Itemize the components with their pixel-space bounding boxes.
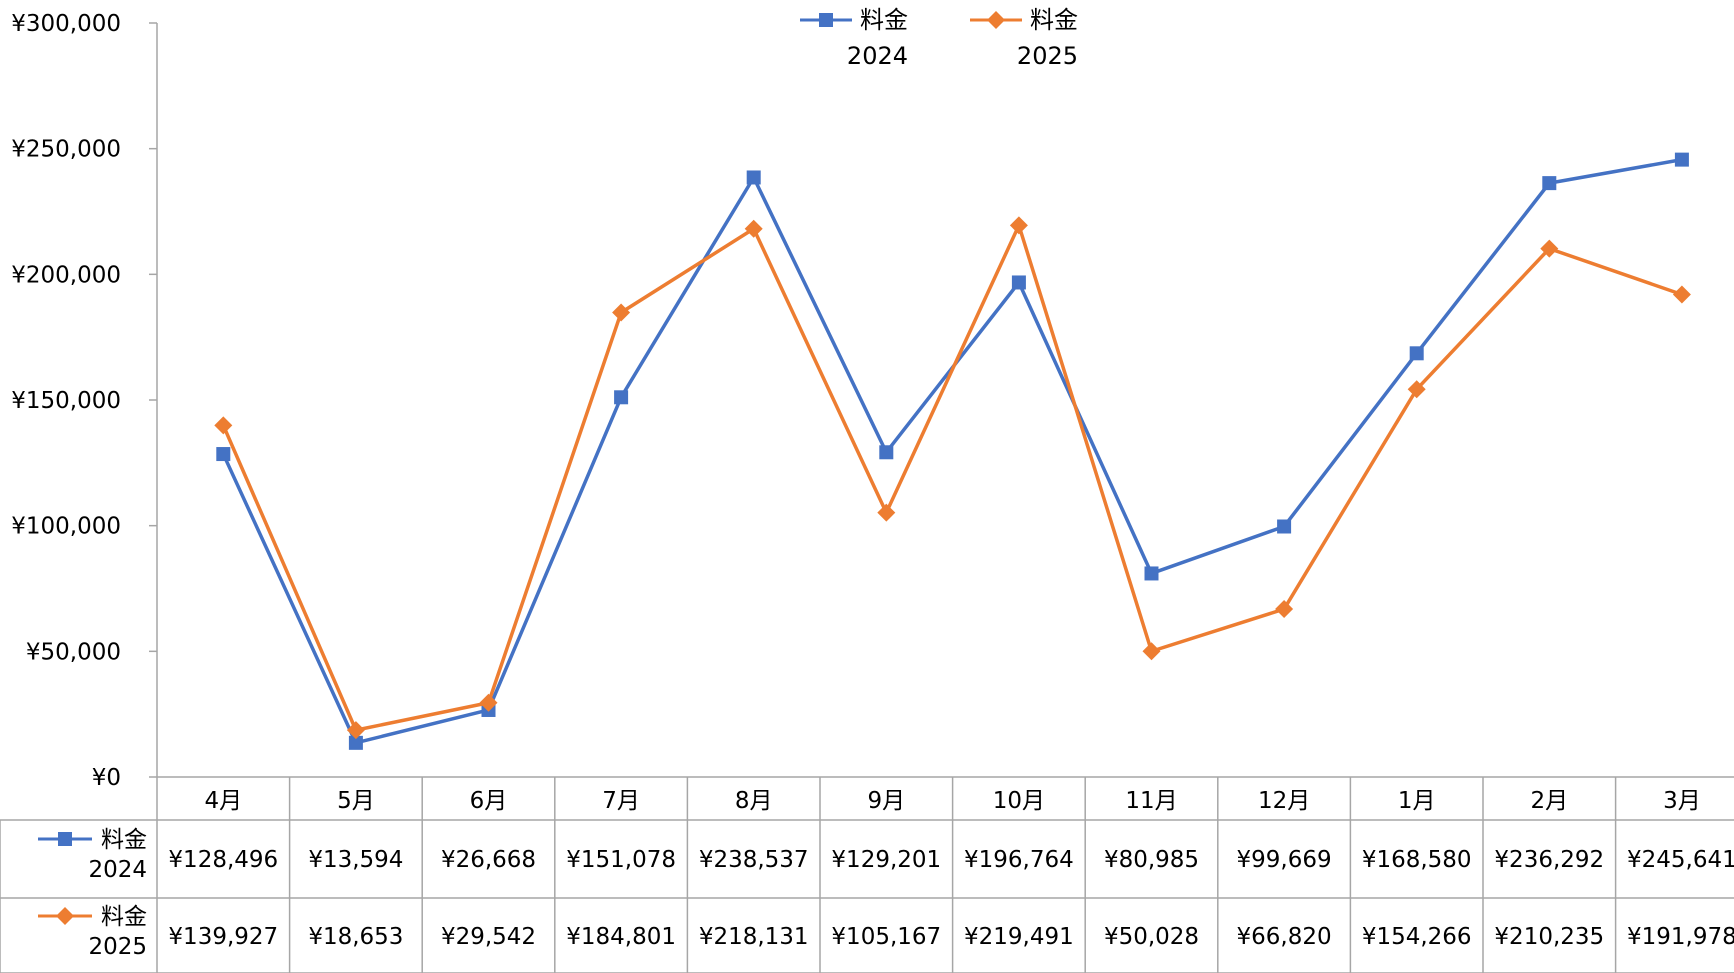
table-series-name: 料金 bbox=[101, 904, 147, 930]
category-label: 4月 bbox=[204, 788, 242, 814]
data-point-marker bbox=[1674, 152, 1689, 167]
plot-area bbox=[214, 152, 1691, 750]
table-value-cell: ¥29,542 bbox=[441, 924, 536, 950]
table-value-cell: ¥139,927 bbox=[168, 924, 278, 950]
table-value-cell: ¥26,668 bbox=[441, 847, 536, 873]
data-point-marker bbox=[1142, 642, 1161, 661]
table-value-cell: ¥66,820 bbox=[1237, 924, 1332, 950]
data-point-marker bbox=[612, 303, 631, 322]
legend-series-year: 2025 bbox=[1017, 42, 1078, 70]
data-point-marker bbox=[1540, 239, 1559, 258]
legend-series-year: 2024 bbox=[847, 42, 908, 70]
category-label: 3月 bbox=[1663, 788, 1701, 814]
legend: 料金 2024 料金 2025 bbox=[800, 6, 1078, 70]
table-value-cell: ¥191,978 bbox=[1627, 924, 1734, 950]
table-value-cell: ¥154,266 bbox=[1362, 924, 1472, 950]
table-value-cell: ¥218,131 bbox=[699, 924, 809, 950]
category-label: 11月 bbox=[1125, 788, 1177, 814]
table-value-cell: ¥219,491 bbox=[964, 924, 1074, 950]
table-value-cell: ¥151,078 bbox=[566, 847, 676, 873]
data-point-marker bbox=[479, 693, 498, 712]
data-point-marker bbox=[1277, 519, 1292, 534]
legend-marker bbox=[819, 13, 833, 27]
table-value-cell: ¥196,764 bbox=[964, 847, 1074, 873]
y-tick-label: ¥250,000 bbox=[11, 137, 121, 163]
data-point-marker bbox=[614, 390, 629, 405]
table-legend-marker bbox=[58, 832, 72, 846]
data-point-marker bbox=[1407, 380, 1426, 399]
data-point-marker bbox=[877, 503, 896, 522]
category-label: 7月 bbox=[602, 788, 640, 814]
table-series-year: 2024 bbox=[88, 857, 147, 883]
data-point-marker bbox=[1275, 600, 1294, 619]
table-value-cell: ¥168,580 bbox=[1362, 847, 1472, 873]
table-series-year: 2025 bbox=[88, 934, 147, 960]
data-point-marker bbox=[1011, 275, 1026, 290]
legend-series-name: 料金 bbox=[860, 6, 908, 34]
y-tick-label: ¥0 bbox=[92, 765, 121, 791]
data-point-marker bbox=[216, 447, 231, 462]
table-value-cell: ¥245,641 bbox=[1627, 847, 1734, 873]
category-label: 9月 bbox=[867, 788, 905, 814]
category-label: 12月 bbox=[1258, 788, 1310, 814]
y-tick-label: ¥300,000 bbox=[11, 11, 121, 37]
table-value-cell: ¥50,028 bbox=[1104, 924, 1199, 950]
table-legend-marker bbox=[56, 907, 74, 925]
table-value-cell: ¥210,235 bbox=[1494, 924, 1604, 950]
data-point-marker bbox=[1672, 285, 1691, 304]
y-tick-label: ¥50,000 bbox=[26, 639, 121, 665]
table-series-name: 料金 bbox=[101, 827, 147, 853]
table-value-cell: ¥13,594 bbox=[308, 847, 403, 873]
category-label: 6月 bbox=[470, 788, 508, 814]
table-value-cell: ¥18,653 bbox=[308, 924, 403, 950]
axes: ¥0 ¥50,000 ¥100,000 ¥150,000 ¥200,000 ¥250,00… bbox=[11, 11, 158, 973]
table-value-cell: ¥80,985 bbox=[1104, 847, 1199, 873]
y-tick-label: ¥200,000 bbox=[11, 262, 121, 288]
data-point-marker bbox=[1144, 566, 1159, 581]
data-point-marker bbox=[1409, 346, 1424, 361]
table-value-cell: ¥236,292 bbox=[1494, 847, 1604, 873]
category-label: 10月 bbox=[993, 788, 1045, 814]
data-point-marker bbox=[214, 416, 233, 435]
data-point-marker bbox=[746, 170, 761, 185]
category-label: 8月 bbox=[735, 788, 773, 814]
table-value-cell: ¥128,496 bbox=[168, 847, 278, 873]
data-point-marker bbox=[346, 721, 365, 740]
data-point-marker bbox=[1542, 176, 1557, 191]
table-value-cell: ¥129,201 bbox=[831, 847, 941, 873]
table-value-cell: ¥105,167 bbox=[831, 924, 941, 950]
category-label: 5月 bbox=[337, 788, 375, 814]
data-point-marker bbox=[879, 445, 894, 460]
legend-marker bbox=[987, 11, 1005, 29]
table-value-cell: ¥184,801 bbox=[566, 924, 676, 950]
data-point-marker bbox=[348, 735, 363, 750]
legend-series-name: 料金 bbox=[1030, 6, 1078, 34]
y-tick-label: ¥150,000 bbox=[11, 388, 121, 414]
category-label: 2月 bbox=[1530, 788, 1568, 814]
data-point-marker bbox=[744, 219, 763, 238]
series-line bbox=[221, 157, 1683, 745]
y-tick-label: ¥100,000 bbox=[11, 514, 121, 540]
category-label: 1月 bbox=[1398, 788, 1436, 814]
data-point-marker bbox=[1009, 216, 1028, 235]
table-value-cell: ¥238,537 bbox=[699, 847, 809, 873]
series-line bbox=[221, 223, 1683, 732]
table-value-cell: ¥99,669 bbox=[1237, 847, 1332, 873]
